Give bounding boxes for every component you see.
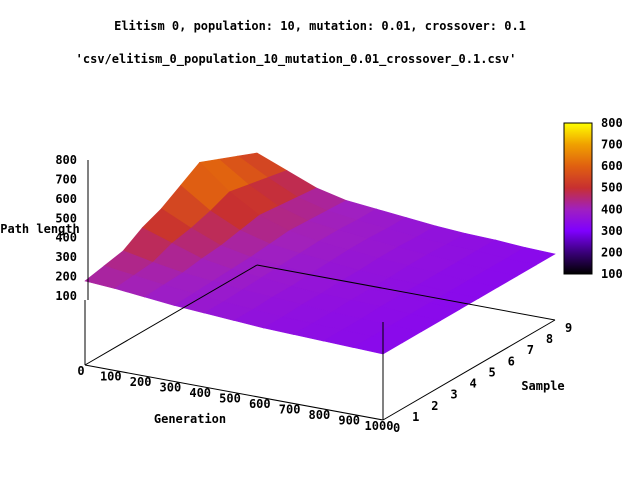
colorbar-tick-label: 500 (601, 181, 623, 195)
y-tick-label: 2 (431, 399, 438, 413)
z-tick-label: 500 (55, 211, 77, 225)
series-label: 'csv/elitism_0_population_10_mutation_0.… (76, 52, 517, 67)
z-tick-label: 200 (55, 270, 77, 284)
x-tick-label: 0 (77, 364, 84, 378)
x-tick-label: 100 (100, 370, 122, 384)
x-tick-label: 700 (279, 403, 301, 417)
colorbar-tick-label: 800 (601, 116, 623, 130)
y-tick-label: 6 (508, 354, 515, 368)
colorbar-tick-label: 300 (601, 224, 623, 238)
x-axis-line (84, 364, 384, 421)
colorbar-tick-label: 200 (601, 245, 623, 259)
x-tick-label: 1000 (365, 419, 394, 433)
colorbar-tick-label: 700 (601, 138, 623, 152)
y-axis-label: Sample (521, 379, 564, 393)
z-tick-label: 700 (55, 172, 77, 186)
y-tick-label: 9 (565, 321, 572, 335)
z-tick-label: 600 (55, 192, 77, 206)
x-tick-label: 300 (160, 381, 182, 395)
z-tick-label: 300 (55, 250, 77, 264)
z-tick-label: 800 (55, 153, 77, 167)
y-axis-line (382, 319, 556, 421)
colorbar-ticks: 100 200 300 400 500 600 700 800 (601, 116, 623, 281)
y-tick-label: 4 (469, 377, 476, 391)
surface-mesh (84, 152, 556, 355)
x-tick-label: 800 (309, 408, 331, 422)
y-tick-label: 0 (393, 421, 400, 435)
colorbar-tick-label: 400 (601, 202, 623, 216)
colorbar-tick-label: 100 (601, 267, 623, 281)
colorbar (563, 122, 593, 275)
x-tick-label: 400 (189, 386, 211, 400)
z-tick-label: 100 (55, 289, 77, 303)
colorbar-tick-label: 600 (601, 159, 623, 173)
back-axis-line (256, 264, 556, 321)
axes (84, 160, 556, 421)
y-tick-label: 8 (546, 332, 553, 346)
tick-labels: 0 100 200 300 400 500 600 700 800 900 1000 01234567… (55, 153, 572, 435)
chart-title: Elitism 0, population: 10, mutation: 0.0… (114, 19, 526, 33)
x-tick-label: 200 (130, 375, 152, 389)
x-tick-label: 600 (249, 397, 271, 411)
y-tick-label: 7 (527, 343, 534, 357)
y-tick-label: 5 (489, 365, 496, 379)
y-tick-label: 3 (450, 388, 457, 402)
y-tick-label: 1 (412, 410, 419, 424)
x-axis-label: Generation (154, 412, 226, 426)
z-axis-label: Path length (0, 222, 79, 236)
left-base-line (84, 264, 258, 366)
x-tick-label: 900 (338, 414, 360, 428)
x-tick-label: 500 (219, 392, 241, 406)
z-tick-label: 400 (55, 231, 77, 245)
surface-cell (352, 336, 403, 355)
